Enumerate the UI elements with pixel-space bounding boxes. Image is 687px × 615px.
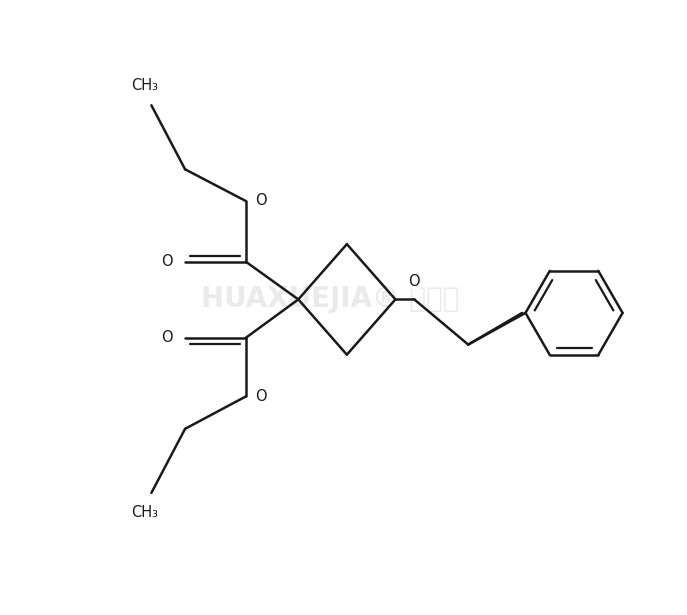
Text: O: O [161, 254, 173, 269]
Text: O: O [409, 274, 420, 289]
Text: O: O [255, 194, 267, 208]
Text: O: O [255, 389, 267, 404]
Text: O: O [161, 330, 173, 346]
Text: CH₃: CH₃ [131, 78, 158, 93]
Text: CH₃: CH₃ [131, 505, 158, 520]
Text: HUAXUEJIA® 化学加: HUAXUEJIA® 化学加 [201, 285, 459, 314]
